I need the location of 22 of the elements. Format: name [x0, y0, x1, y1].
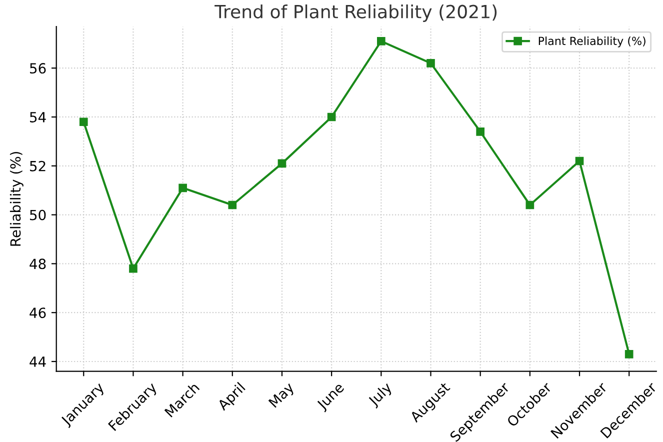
point [426, 59, 435, 68]
point [129, 264, 138, 273]
y-tick-label: 54 [30, 112, 46, 122]
point [79, 118, 88, 126]
legend-label: Plant Reliability (%) [538, 36, 646, 48]
chart-title: Trend of Plant Reliability (2021) [214, 4, 497, 22]
point [526, 200, 534, 210]
y-tick-label: 56 [30, 63, 46, 74]
y-axis-title: Reliability (%) [10, 152, 24, 246]
point [376, 37, 386, 46]
point [624, 350, 634, 358]
y-tick-label: 48 [30, 258, 46, 270]
y-tick-label: 46 [30, 308, 46, 318]
point [178, 184, 187, 192]
y-tick-label: 50 [30, 210, 46, 220]
point [327, 112, 336, 122]
point [278, 159, 286, 168]
point [228, 200, 237, 210]
point [476, 127, 484, 136]
point [575, 156, 584, 166]
y-tick-label: 44 [30, 356, 46, 367]
y-tick-label: 52 [30, 160, 46, 172]
